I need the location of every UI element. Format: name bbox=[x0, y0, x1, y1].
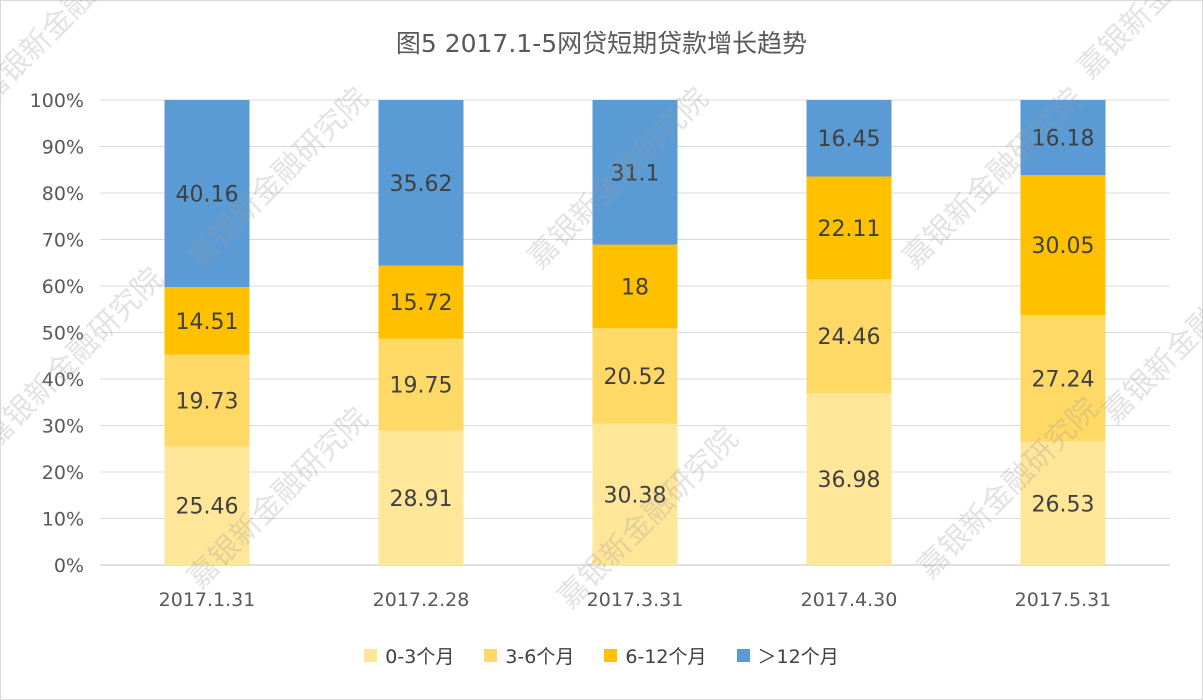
bar-value-label: 20.52 bbox=[604, 365, 667, 390]
watermark-text: 嘉银新金融研究院 bbox=[0, 261, 170, 455]
bar-segment bbox=[1020, 175, 1106, 315]
legend-label: ＞12个月 bbox=[757, 646, 839, 668]
x-tick-label: 2017.2.28 bbox=[373, 589, 470, 611]
watermark-text: 嘉银新金融研究院 bbox=[1071, 0, 1203, 86]
legend-item: ＞12个月 bbox=[736, 642, 839, 669]
y-tick-label: 70% bbox=[42, 230, 84, 252]
bar-segment bbox=[806, 393, 892, 565]
bar-segment bbox=[164, 446, 250, 565]
bar-value-label: 31.1 bbox=[611, 161, 660, 186]
bar-segment bbox=[592, 423, 678, 565]
x-tick-label: 2017.3.31 bbox=[587, 589, 684, 611]
legend-item: 0-3个月 bbox=[364, 642, 454, 669]
y-tick-label: 60% bbox=[42, 276, 84, 298]
bar-value-label: 15.72 bbox=[390, 291, 453, 316]
legend-label: 3-6个月 bbox=[505, 646, 575, 668]
bar-segment bbox=[164, 100, 250, 288]
bar-value-label: 27.24 bbox=[1032, 367, 1095, 392]
bar-value-label: 26.53 bbox=[1032, 492, 1095, 517]
legend-label: 6-12个月 bbox=[625, 646, 707, 668]
x-tick-label: 2017.5.31 bbox=[1015, 589, 1112, 611]
bar-value-label: 16.18 bbox=[1032, 127, 1095, 152]
watermark-text: 嘉银新金融研究院 bbox=[1096, 236, 1203, 430]
bar-value-label: 19.73 bbox=[176, 390, 239, 415]
legend-swatch bbox=[604, 649, 618, 662]
y-tick-label: 40% bbox=[42, 369, 84, 391]
y-tick-label: 0% bbox=[54, 555, 84, 577]
value-labels: 25.46 19.73 14.51 40.16 28.91 19.75 15.72 35.62… bbox=[176, 127, 1095, 520]
bar-value-label: 25.46 bbox=[176, 495, 239, 520]
legend-item: 3-6个月 bbox=[484, 642, 574, 669]
legend-swatch bbox=[736, 649, 750, 662]
bar-segment bbox=[164, 354, 250, 447]
legend-label: 0-3个月 bbox=[385, 646, 455, 668]
x-axis-ticks: 2017.1.31 2017.2.28 2017.3.31 2017.4.30 2017… bbox=[159, 589, 1112, 611]
legend-swatch bbox=[364, 649, 378, 662]
bar-segment bbox=[164, 287, 250, 355]
bar-segment bbox=[806, 100, 892, 177]
bar-segment bbox=[806, 279, 892, 394]
y-tick-label: 20% bbox=[42, 462, 84, 484]
bar-value-label: 36.98 bbox=[818, 468, 881, 493]
x-tick-label: 2017.1.31 bbox=[159, 589, 256, 611]
bar-value-label: 16.45 bbox=[818, 127, 881, 152]
bar-value-label: 14.51 bbox=[176, 310, 239, 335]
bar-segment bbox=[592, 100, 678, 245]
legend-swatch bbox=[484, 649, 498, 662]
bar-segment bbox=[1020, 100, 1106, 176]
bar-value-label: 19.75 bbox=[390, 374, 453, 399]
bar-segment bbox=[378, 265, 464, 339]
bar-segment bbox=[378, 100, 464, 266]
bar-value-label: 40.16 bbox=[176, 183, 239, 208]
legend-item: 6-12个月 bbox=[604, 642, 707, 669]
y-tick-label: 80% bbox=[42, 183, 84, 205]
y-tick-label: 50% bbox=[42, 323, 84, 345]
bar-segment bbox=[378, 430, 464, 565]
y-tick-label: 30% bbox=[42, 416, 84, 438]
bar-value-label: 18 bbox=[621, 275, 649, 300]
legend: 0-3个月 3-6个月 6-12个月 ＞12个月 bbox=[0, 642, 1203, 669]
bar-value-label: 24.46 bbox=[818, 325, 881, 350]
bars bbox=[164, 100, 1106, 565]
bar-segment bbox=[592, 328, 678, 424]
bar-value-label: 30.05 bbox=[1032, 234, 1095, 259]
x-tick-label: 2017.4.30 bbox=[801, 589, 898, 611]
y-tick-label: 10% bbox=[42, 509, 84, 531]
y-tick-label: 100% bbox=[30, 90, 84, 112]
bar-value-label: 28.91 bbox=[390, 487, 453, 512]
bar-segment bbox=[1020, 314, 1106, 442]
y-axis-ticks: 0% 10% 20% 30% 40% 50% 60% 70% 80% 90% 100% bbox=[30, 90, 84, 577]
bar-segment bbox=[806, 176, 892, 280]
bar-segment bbox=[592, 244, 678, 329]
bar-segment bbox=[378, 338, 464, 431]
chart-title: 图5 2017.1-5网贷短期贷款增长趋势 bbox=[395, 29, 808, 58]
bar-segment bbox=[1020, 441, 1106, 565]
bar-value-label: 22.11 bbox=[818, 217, 881, 242]
bar-value-label: 35.62 bbox=[390, 172, 453, 197]
y-tick-label: 90% bbox=[42, 137, 84, 159]
bar-value-label: 30.38 bbox=[604, 483, 667, 508]
